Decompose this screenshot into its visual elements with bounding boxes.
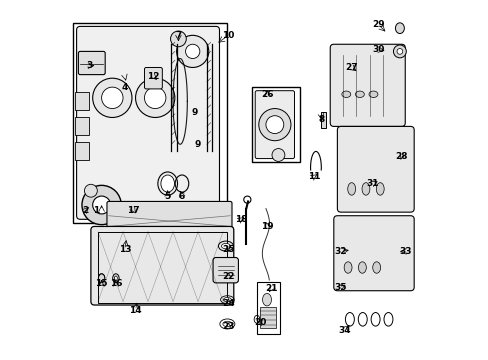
Text: 20: 20 (254, 318, 266, 327)
Text: 29: 29 (371, 20, 384, 29)
Circle shape (144, 87, 165, 109)
Text: 22: 22 (222, 272, 234, 281)
FancyBboxPatch shape (77, 26, 219, 219)
Text: 31: 31 (366, 179, 379, 188)
Text: 13: 13 (118, 245, 131, 254)
FancyBboxPatch shape (78, 51, 105, 75)
Ellipse shape (344, 262, 351, 273)
Circle shape (271, 149, 285, 161)
Circle shape (258, 109, 290, 141)
Ellipse shape (98, 274, 104, 283)
Ellipse shape (161, 175, 174, 192)
Ellipse shape (361, 183, 369, 195)
Text: 23: 23 (222, 322, 234, 331)
FancyBboxPatch shape (91, 226, 233, 305)
Circle shape (84, 184, 97, 197)
Text: 2: 2 (82, 206, 88, 215)
Ellipse shape (341, 91, 350, 98)
Circle shape (396, 49, 402, 54)
Text: 4: 4 (122, 83, 128, 92)
FancyBboxPatch shape (329, 44, 405, 126)
Text: 16: 16 (109, 279, 122, 288)
Text: 3: 3 (86, 61, 92, 70)
Circle shape (135, 78, 175, 117)
FancyBboxPatch shape (144, 67, 162, 89)
Ellipse shape (262, 293, 271, 306)
Text: 25: 25 (222, 245, 234, 254)
Ellipse shape (395, 23, 404, 33)
Text: 1: 1 (93, 206, 99, 215)
Ellipse shape (347, 183, 355, 195)
Text: 28: 28 (395, 152, 407, 161)
Bar (75, 93, 89, 111)
Circle shape (82, 185, 121, 225)
Bar (98, 232, 226, 303)
Ellipse shape (355, 91, 364, 98)
Bar (259, 307, 275, 328)
Text: 15: 15 (95, 279, 108, 288)
Circle shape (393, 45, 406, 58)
Text: 27: 27 (345, 63, 357, 72)
Circle shape (93, 196, 110, 214)
Text: 26: 26 (261, 90, 273, 99)
Ellipse shape (223, 297, 231, 302)
Text: 6: 6 (179, 192, 185, 201)
Text: 17: 17 (127, 206, 140, 215)
Text: 21: 21 (264, 284, 277, 293)
Bar (73, 23, 226, 223)
FancyBboxPatch shape (213, 257, 238, 283)
Ellipse shape (221, 243, 230, 249)
Text: 9: 9 (195, 140, 201, 149)
Text: 9: 9 (191, 108, 197, 117)
Text: 34: 34 (338, 325, 350, 334)
Circle shape (170, 31, 186, 47)
Bar (75, 143, 89, 160)
Ellipse shape (223, 321, 231, 327)
FancyBboxPatch shape (333, 216, 413, 291)
Circle shape (265, 116, 283, 134)
Bar (75, 117, 89, 135)
Text: 33: 33 (398, 247, 411, 256)
FancyBboxPatch shape (107, 202, 231, 228)
Bar (257, 282, 280, 334)
Text: 18: 18 (234, 215, 246, 224)
FancyBboxPatch shape (337, 126, 413, 212)
Text: 11: 11 (307, 172, 320, 181)
Text: 30: 30 (371, 45, 384, 54)
Bar (251, 87, 299, 162)
Ellipse shape (358, 262, 366, 273)
Circle shape (185, 44, 200, 59)
Text: 35: 35 (334, 283, 346, 292)
Text: 14: 14 (129, 306, 142, 315)
Text: 32: 32 (334, 247, 346, 256)
Circle shape (102, 87, 123, 109)
Bar (321, 112, 325, 128)
Ellipse shape (376, 183, 384, 195)
Ellipse shape (112, 274, 119, 283)
Ellipse shape (372, 262, 380, 273)
Text: 19: 19 (261, 222, 273, 231)
FancyBboxPatch shape (255, 91, 294, 158)
Text: 10: 10 (222, 31, 234, 40)
Ellipse shape (368, 91, 377, 98)
Text: 8: 8 (318, 115, 324, 124)
Text: 12: 12 (147, 72, 159, 81)
Circle shape (176, 35, 208, 67)
Circle shape (93, 78, 132, 117)
Text: 7: 7 (175, 31, 181, 40)
Text: 24: 24 (222, 299, 234, 308)
Text: 5: 5 (164, 192, 170, 201)
Ellipse shape (114, 276, 117, 280)
